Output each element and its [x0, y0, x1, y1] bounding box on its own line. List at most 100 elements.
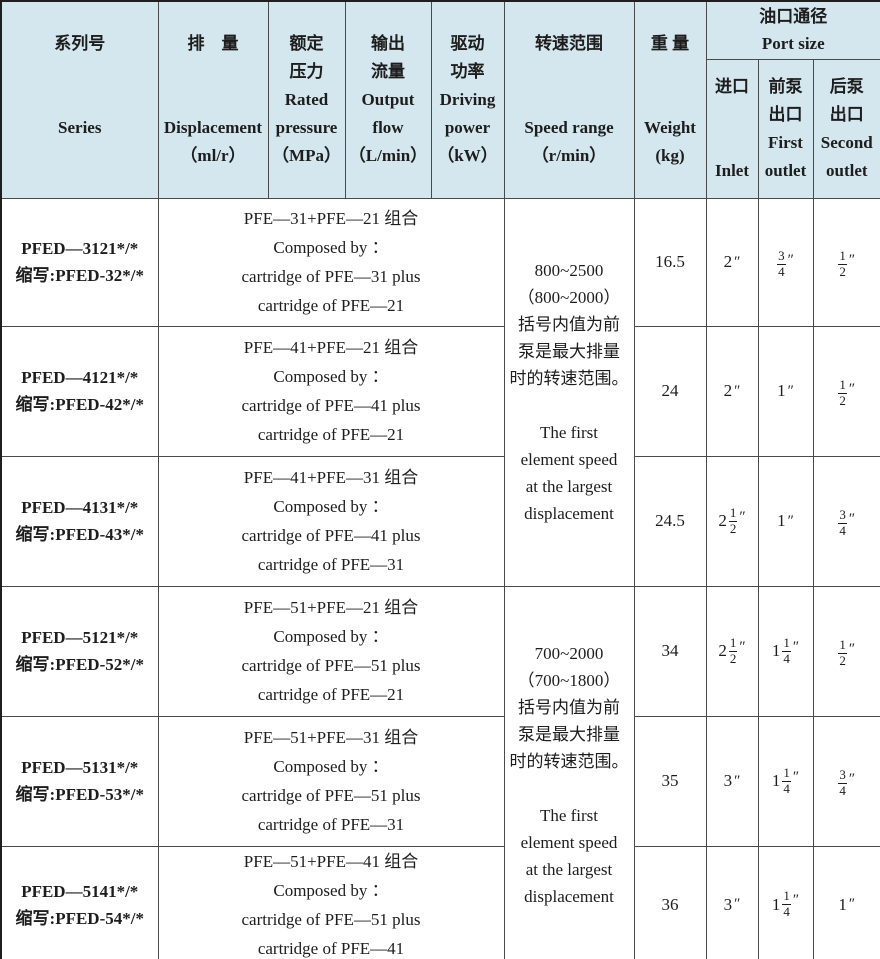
- port-size-value: 1 2 ″: [838, 377, 855, 409]
- text-line: PFED—5141*/*: [21, 881, 139, 901]
- text-line: Composed by ：: [273, 757, 389, 776]
- text-line: 泵是最大排量: [518, 724, 620, 744]
- text-line: Inlet: [715, 160, 749, 180]
- header-second-outlet-cell: 后泵 出口 Second outlet: [812, 58, 880, 199]
- row-1-second-outlet-cell: 1 2 ″: [812, 197, 880, 327]
- text-line: PFE—51+PFE—21 组合: [243, 598, 419, 617]
- row-5-inlet-cell: 3 ″: [705, 715, 759, 847]
- text-line: 前泵: [768, 76, 803, 96]
- text-line: 800~2500: [534, 261, 604, 280]
- text-line: 700~2000: [534, 643, 604, 663]
- port-size-value: 1 ″: [838, 895, 855, 915]
- text-line: （MPa）: [272, 145, 341, 165]
- text-line: [505, 392, 633, 419]
- row-4-inlet-cell: 2 1 2 ″: [705, 585, 759, 717]
- text-line: （700~1800）: [517, 670, 621, 690]
- speed-range-group2-cell: 700~2000 （700~1800） 括号内值为前 泵是最大排量 时的转速范围。 The…: [503, 585, 635, 959]
- text-line: 缩写:PFED-43*/*: [15, 525, 144, 544]
- row-4-composed-cell: PFE—51+PFE—21 组合 Composed by ： cartridge o…: [157, 585, 505, 717]
- port-size-value: 1 1 4 ″: [772, 765, 799, 797]
- header-first-outlet-cell: 前泵 出口 First outlet: [757, 58, 814, 199]
- row-6-weight-cell: 36: [633, 845, 707, 959]
- port-whole-number: 3: [723, 894, 733, 914]
- text-line: cartridge of PFE—31: [257, 815, 405, 834]
- text-line: [635, 86, 705, 114]
- row-1-composed-cell: PFE—31+PFE—21 组合 Composed by ： cartridge o…: [157, 197, 505, 327]
- text-line: 驱动: [450, 33, 485, 53]
- text-line: [707, 129, 757, 157]
- port-size-value: 3 ″: [724, 895, 741, 915]
- port-size-value: 3 4 ″: [777, 248, 794, 280]
- text-line: PFE—41+PFE—21 组合: [243, 338, 419, 357]
- port-whole-number: 2: [718, 641, 727, 660]
- text-line: 系列号: [54, 33, 106, 53]
- text-line: 缩写:PFED-54*/*: [15, 908, 144, 928]
- row-6-composed-cell: PFE—51+PFE—41 组合 Composed by ： cartridge o…: [157, 845, 505, 959]
- text-line: PFE—31+PFE—21 组合: [243, 209, 419, 228]
- text-line: cartridge of PFE—51 plus: [241, 909, 421, 929]
- port-size-value: 1 2 ″: [838, 637, 856, 669]
- text-line: Weight: [644, 117, 696, 137]
- row-2-inlet-cell: 2 ″: [705, 325, 759, 457]
- row-1-weight-cell: 16.5: [633, 197, 707, 327]
- text-line: [159, 58, 267, 86]
- text-line: power: [444, 117, 491, 137]
- text-line: outlet: [825, 160, 868, 180]
- row-1-first-outlet-cell: 3 4 ″: [757, 197, 814, 327]
- row-3-series-cell: PFED—4131*/* 缩写:PFED-43*/*: [0, 455, 159, 587]
- text-line: 压力: [289, 61, 324, 81]
- fraction-numerator: 1: [728, 634, 738, 652]
- text-line: Second: [820, 132, 873, 152]
- fraction-denominator: 4: [839, 522, 846, 538]
- text-line: [159, 86, 267, 114]
- text-line: （kW）: [437, 145, 498, 165]
- inch-mark: ″: [739, 638, 746, 655]
- fraction-denominator: 4: [783, 650, 790, 666]
- fraction-denominator: 2: [839, 263, 846, 279]
- header-port-size-cell: 油口通径 Port size: [705, 0, 880, 60]
- inch-mark: ″: [734, 253, 741, 270]
- text-line: Composed by ：: [273, 880, 389, 900]
- text-line: at the largest: [525, 859, 613, 879]
- port-size-value: 2 1 2 ″: [718, 634, 746, 667]
- port-whole-number: 1: [838, 894, 847, 914]
- text-line: at the largest: [525, 477, 613, 496]
- text-line: Composed by ：: [273, 497, 389, 516]
- text-line: 出口: [768, 104, 803, 124]
- text-line: [707, 101, 757, 129]
- row-4-series-cell: PFED—5121*/* 缩写:PFED-52*/*: [0, 585, 159, 717]
- text-line: (kg): [655, 145, 685, 165]
- inch-mark: ″: [787, 251, 794, 268]
- row-6-inlet-cell: 3 ″: [705, 845, 759, 959]
- text-line: [505, 58, 633, 86]
- fraction-denominator: 4: [778, 263, 785, 279]
- header-rated-pressure-cell: 额定 压力 Rated pressure （MPa）: [267, 0, 346, 199]
- text-line: 重 量: [650, 33, 690, 53]
- inch-mark: ″: [792, 638, 800, 655]
- fraction-denominator: 4: [783, 904, 790, 919]
- text-line: cartridge of PFE—21: [257, 296, 405, 315]
- port-whole-number: 1: [771, 894, 781, 914]
- fraction-numerator: 3: [838, 766, 847, 784]
- text-line: Output: [361, 89, 415, 109]
- port-size-value: 2 ″: [724, 381, 741, 401]
- text-line: （L/min）: [348, 145, 428, 165]
- row-1-inlet-cell: 2 ″: [705, 197, 759, 327]
- inch-mark: ″: [848, 896, 856, 912]
- text-line: Composed by ：: [273, 367, 389, 386]
- row-5-second-outlet-cell: 3 4 ″: [812, 715, 880, 847]
- header-output-flow-cell: 输出 流量 Output flow （L/min）: [344, 0, 432, 199]
- row-6-second-outlet-cell: 1 ″: [812, 845, 880, 959]
- text-line: displacement: [524, 504, 614, 523]
- port-size-value: 1 1 4 ″: [772, 635, 800, 667]
- inch-mark: ″: [848, 640, 856, 657]
- text-line: 油口通径: [759, 7, 828, 27]
- text-line: 括号内值为前: [518, 697, 620, 717]
- text-line: [635, 58, 705, 86]
- text-line: [2, 142, 157, 170]
